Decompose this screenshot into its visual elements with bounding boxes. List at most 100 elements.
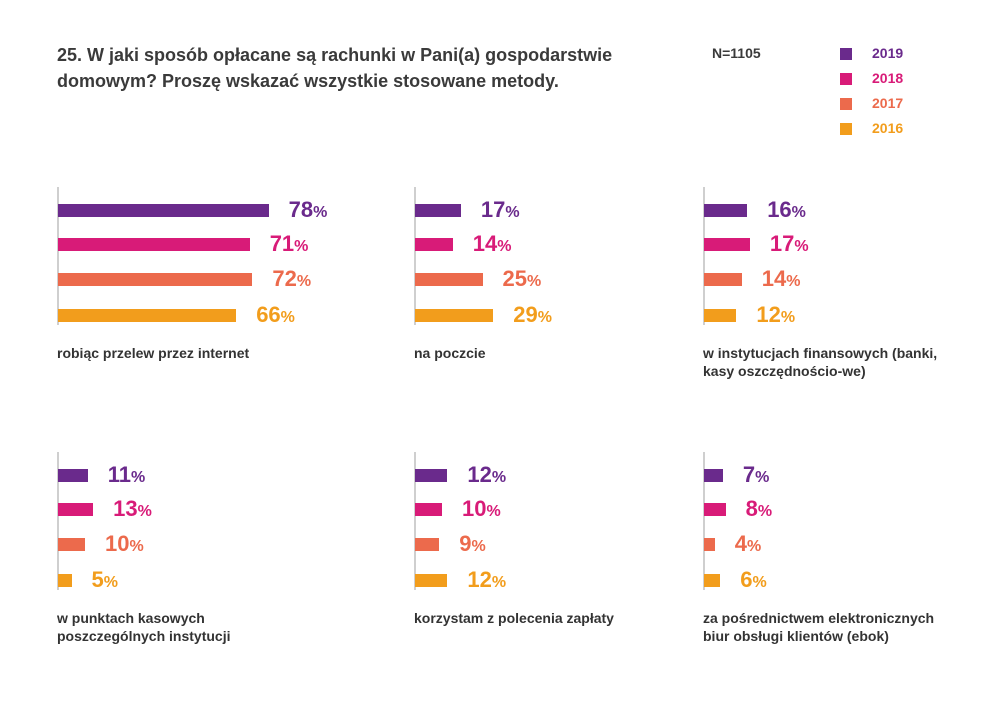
value-label-2016: 6%: [740, 567, 766, 596]
value-number: 11: [107, 462, 131, 487]
legend-label-2016: 2016: [872, 120, 904, 136]
bar-2018: [704, 503, 726, 516]
value-unit: %: [537, 309, 553, 326]
value-label-2019: 7%: [743, 462, 769, 491]
legend-swatch-2017: [840, 98, 852, 110]
value-unit: %: [755, 469, 770, 486]
value-label-2018: 17%: [770, 231, 809, 260]
value-number: 4: [734, 531, 748, 556]
value-unit: %: [794, 238, 809, 255]
value-unit: %: [491, 574, 507, 591]
bar-2018: [58, 238, 250, 251]
legend-swatch-2018: [840, 73, 852, 85]
value-label-2019: 78%: [289, 197, 328, 226]
value-unit: %: [780, 309, 796, 326]
panel-axis-line: [703, 452, 705, 590]
value-number: 17: [769, 231, 795, 256]
value-number: 16: [767, 197, 792, 222]
value-unit: %: [313, 204, 328, 221]
value-unit: %: [752, 574, 767, 591]
legend-swatch-2016: [840, 123, 852, 135]
sample-size: N=1105: [712, 45, 761, 61]
value-number: 17: [480, 197, 506, 222]
value-number: 72: [272, 266, 297, 291]
category-label: w instytucjach finansowych (banki, kasy …: [703, 345, 938, 379]
legend-label-2018: 2018: [872, 70, 904, 86]
bar-2016: [415, 574, 448, 587]
value-unit: %: [497, 238, 512, 255]
bar-2017: [58, 273, 253, 286]
value-label-2017: 25%: [503, 266, 542, 295]
legend-label-2019: 2019: [872, 45, 904, 61]
value-number: 9: [459, 531, 472, 556]
category-label: za pośrednictwem elektronicznych biur ob…: [703, 610, 935, 644]
value-unit: %: [491, 469, 507, 486]
value-label-2018: 14%: [473, 231, 512, 260]
value-number: 10: [462, 496, 487, 521]
value-unit: %: [294, 238, 309, 255]
value-label-2017: 72%: [272, 266, 311, 295]
value-number: 14: [472, 231, 498, 256]
value-number: 13: [113, 496, 138, 521]
value-unit: %: [137, 503, 152, 520]
value-unit: %: [786, 273, 801, 290]
value-number: 10: [105, 531, 130, 556]
value-number: 12: [467, 567, 492, 592]
category-label: w punktach kasowych poszczególnych insty…: [57, 610, 231, 644]
bar-2018: [58, 503, 94, 516]
panel-axis-line: [703, 187, 705, 325]
bar-2018: [704, 238, 750, 251]
bar-2019: [704, 469, 723, 482]
bar-2018: [415, 238, 453, 251]
legend-swatch-2019: [840, 48, 852, 60]
value-label-2016: 66%: [256, 302, 295, 331]
value-number: 6: [740, 567, 753, 592]
bar-2016: [704, 309, 737, 322]
category-label: na poczcie: [414, 345, 486, 361]
value-label-2017: 10%: [105, 531, 144, 560]
value-label-2018: 13%: [113, 496, 152, 525]
value-label-2019: 12%: [467, 462, 506, 491]
value-number: 66: [256, 302, 281, 327]
value-unit: %: [486, 503, 501, 520]
bar-2016: [704, 574, 721, 587]
value-number: 7: [742, 462, 756, 487]
value-unit: %: [130, 469, 146, 486]
value-unit: %: [526, 273, 542, 290]
panel-axis-line: [414, 187, 416, 325]
panel-axis-line: [414, 452, 416, 590]
value-unit: %: [296, 273, 312, 290]
category-label: robiąc przelew przez internet: [57, 345, 250, 361]
value-label-2016: 12%: [756, 302, 795, 331]
bar-2016: [58, 309, 237, 322]
value-label-2019: 17%: [481, 197, 520, 226]
category-label: korzystam z polecenia zapłaty: [414, 610, 614, 626]
value-label-2019: 11%: [108, 462, 146, 491]
value-unit: %: [471, 538, 486, 555]
value-label-2019: 16%: [767, 197, 806, 226]
chart-title: 25. W jaki sposób opłacane są rachunki w…: [57, 45, 613, 91]
value-unit: %: [280, 309, 295, 326]
value-number: 25: [502, 266, 527, 291]
value-number: 12: [467, 462, 492, 487]
bar-2019: [58, 469, 88, 482]
bar-2019: [415, 204, 461, 217]
value-unit: %: [505, 204, 520, 221]
panel-axis-line: [57, 187, 59, 325]
value-unit: %: [747, 538, 762, 555]
value-label-2018: 10%: [462, 496, 501, 525]
value-number: 5: [91, 567, 104, 592]
value-number: 14: [761, 266, 787, 291]
bar-2017: [704, 273, 742, 286]
panel-axis-line: [57, 452, 59, 590]
value-unit: %: [103, 574, 118, 591]
value-number: 12: [756, 302, 781, 327]
bar-2019: [415, 469, 448, 482]
value-number: 29: [513, 302, 538, 327]
bar-2017: [704, 538, 715, 551]
value-number: 8: [745, 496, 758, 521]
value-label-2017: 14%: [762, 266, 801, 295]
bar-2017: [415, 273, 483, 286]
value-label-2016: 12%: [467, 567, 506, 596]
value-label-2016: 5%: [92, 567, 118, 596]
